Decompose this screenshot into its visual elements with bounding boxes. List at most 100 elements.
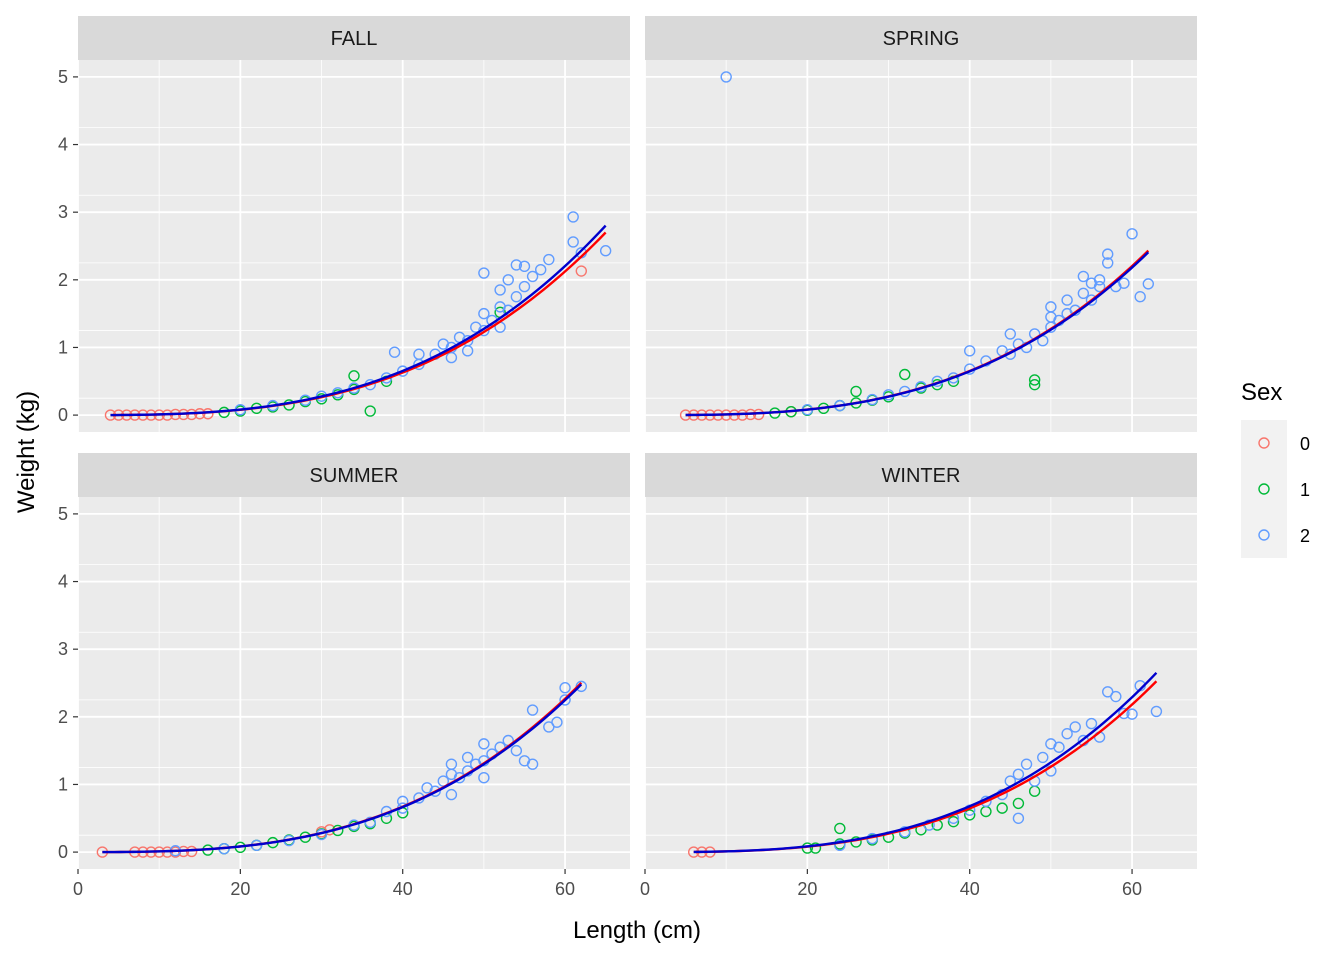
y-axis-title: Weight (kg) [13,391,40,513]
legend-key-background [1241,512,1287,558]
y-tick-label: 4 [58,135,68,155]
data-point [947,815,960,828]
fit-line-blue [102,683,583,854]
facet-label: SPRING [883,28,960,50]
data-point [413,348,425,360]
data-point [834,822,846,835]
data-point [720,71,732,83]
facet-strip [645,453,1197,497]
panel-background [645,60,1197,432]
y-tick-label: 3 [58,639,68,659]
x-tick-label: 60 [1122,879,1142,899]
data-point [834,839,846,852]
data-point [518,260,531,272]
panel-summer: SUMMER 0 1 2 3 4 5 0 20 40 60 [58,453,630,899]
x-tick-label: 20 [797,879,817,899]
data-point [1020,758,1033,770]
data-point [575,265,587,277]
data-point [1012,768,1025,781]
legend-label: 0 [1300,434,1310,454]
data-point [567,236,579,248]
data-point [899,368,911,381]
data-point [445,351,458,364]
legend-label: 2 [1300,526,1310,546]
data-point [964,345,976,357]
legend-key-sex-2 [1258,529,1270,541]
legend-label: 1 [1300,480,1310,500]
y-tick-label: 0 [58,405,68,425]
legend-title: Sex [1241,379,1282,406]
facet-strip [78,453,630,497]
y-tick-label: 1 [58,774,68,794]
data-point [388,346,401,358]
y-tick-label: 5 [58,504,68,524]
data-point [478,307,490,320]
data-point [1093,274,1106,286]
panel-background [78,60,630,432]
fit-line-blue [693,671,1158,854]
facet-strip [645,16,1197,60]
panel-winter: WINTER 0 20 40 60 [640,453,1197,899]
y-tick-label: 3 [58,202,68,222]
data-point [1028,378,1041,391]
data-point [559,682,571,694]
legend-key-background [1241,420,1287,466]
legend-key-background [1241,466,1287,512]
data-point [1118,707,1130,720]
data-point [510,744,523,757]
x-tick-label: 40 [960,879,980,899]
data-point [478,267,490,279]
data-point [364,816,376,829]
data-point [543,253,555,266]
x-tick-label: 40 [393,879,413,899]
data-point [1134,291,1146,303]
data-point [445,758,458,770]
facet-strip [78,16,630,60]
data-point [1102,248,1114,260]
data-point [429,785,441,797]
y-tick-label: 5 [58,67,68,87]
fit-line-blue [110,224,607,417]
data-point [494,284,506,296]
y-tick-label: 4 [58,572,68,592]
data-point [1053,741,1065,753]
data-point [1085,717,1098,730]
data-point [1004,328,1016,340]
data-point [1061,294,1073,306]
data-point [1061,728,1073,740]
legend-key-sex-1 [1258,483,1270,495]
x-tick-label: 20 [230,879,250,899]
data-point [1069,721,1081,733]
x-tick-label: 0 [73,879,83,899]
panel-background [78,497,630,869]
data-point [1045,311,1057,323]
data-point [1126,708,1138,720]
data-point [599,245,612,257]
y-tick-label: 0 [58,842,68,862]
x-tick-label: 0 [640,879,650,899]
data-point [348,370,360,382]
series-sex-2 [834,680,1163,852]
data-point [1093,280,1106,293]
data-point [364,405,376,417]
facet-label: WINTER [882,465,961,487]
data-point [478,738,490,750]
panel-spring: SPRING [644,16,1197,432]
data-point [510,291,523,303]
data-point [551,716,563,728]
data-point [1118,277,1130,289]
data-point [1037,751,1049,764]
data-point [1085,294,1098,306]
data-point [559,694,571,706]
fit-line-blue [685,251,1150,417]
legend: Sex 0 1 2 [1241,379,1310,558]
legend-key-sex-0 [1258,437,1270,449]
data-point [809,842,822,854]
data-point [461,751,474,764]
panel-background [645,497,1197,869]
data-point [1142,278,1154,290]
data-point [510,259,523,271]
data-point [478,324,490,337]
data-point [996,802,1008,814]
